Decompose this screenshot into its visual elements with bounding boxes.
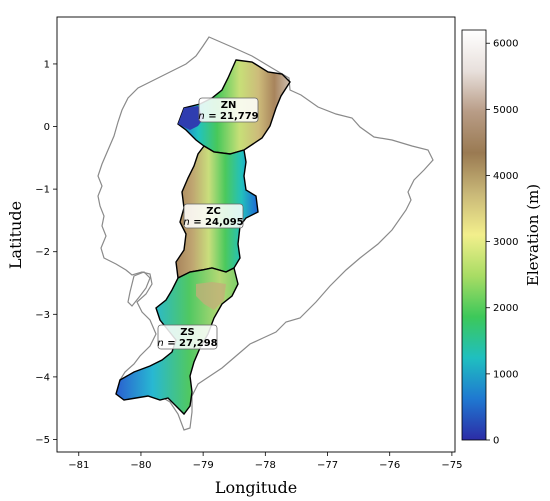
x-tick-label: −76 [379,460,400,471]
colorbar-tick-label: 4000 [493,171,518,182]
y-tick-label: −3 [35,310,50,321]
x-tick-label: −81 [68,460,89,471]
zone-zs-highland [196,282,226,310]
y-axis-title: Latitude [6,201,25,269]
y-tick-label: −1 [35,185,50,196]
y-tick-label: −4 [35,372,50,383]
colorbar [461,29,487,441]
zone-label-name: ZN [221,100,237,111]
zone-label-zn: ZN n = 21,779 [198,97,259,123]
colorbar-title: Elevation (m) [524,184,542,286]
zone-label-count: n = 24,095 [183,217,243,228]
zone-label-count: n = 21,779 [198,111,258,122]
x-tick-label: −78 [255,460,276,471]
zone-label-zc: ZC n = 24,095 [183,203,244,229]
x-axis-title: Longitude [215,478,297,497]
x-tick-label: −77 [317,460,338,471]
zone-label-name: ZC [206,206,221,217]
y-tick-label: −5 [35,435,50,446]
x-tick-label: −79 [193,460,214,471]
colorbar-tick-label: 0 [493,436,499,447]
coastal-inlet [127,271,151,307]
zone-zn-lowland [178,106,204,130]
zone-label-box [198,97,259,123]
zone-label-count: n = 27,298 [157,338,217,349]
y-tick-label: 1 [44,59,50,70]
x-tick-label: −80 [130,460,151,471]
y-tick-label: −2 [35,247,50,258]
x-tick-label: −75 [441,460,462,471]
zone-label-box [183,203,244,229]
y-tick-label: 0 [44,122,50,133]
zone-label-box [157,324,218,350]
colorbar-tick-label: 3000 [493,237,518,248]
colorbar-tick-label: 2000 [493,303,518,314]
zone-label-name: ZS [180,327,194,338]
colorbar-tick-label: 1000 [493,369,518,380]
map-frame [56,16,456,453]
colorbar-tick-label: 6000 [493,39,518,50]
zone-label-zs: ZS n = 27,298 [157,324,218,350]
colorbar-tick-label: 5000 [493,105,518,116]
y-axis-ticks: 1 0 −1 −2 −3 −4 −5 [35,59,57,446]
colorbar-ticks: 0 1000 2000 3000 4000 5000 6000 [486,39,518,447]
x-axis-ticks: −81 −80 −79 −78 −77 −76 −75 [68,452,462,471]
